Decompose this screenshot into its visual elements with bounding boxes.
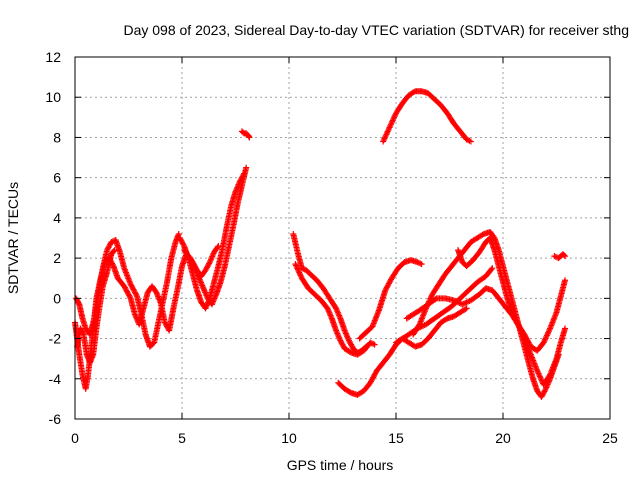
data-point-marker (111, 247, 118, 254)
x-tick-label: 25 (602, 430, 618, 446)
data-point-marker (415, 259, 422, 266)
y-tick-label: -4 (49, 371, 62, 387)
data-point-marker (206, 260, 213, 267)
series-track-7 (238, 128, 253, 141)
data-point-marker (560, 252, 567, 259)
data-point-marker (546, 373, 553, 380)
series-track-2 (73, 255, 164, 338)
data-point-marker (418, 261, 425, 268)
y-tick-label: 12 (45, 49, 61, 65)
x-tick-label: 15 (388, 430, 404, 446)
x-tick-label: 0 (71, 430, 79, 446)
series-track-16 (455, 235, 569, 388)
series-track-6 (181, 243, 222, 280)
data-point-marker (562, 325, 569, 332)
y-tick-label: 2 (53, 250, 61, 266)
data-point-marker (516, 324, 523, 331)
data-point-marker (110, 248, 117, 255)
y-tick-label: 6 (53, 170, 61, 186)
data-point-marker (241, 170, 248, 177)
x-tick-label: 10 (281, 430, 297, 446)
data-point-marker (215, 243, 222, 250)
data-point-marker (126, 293, 133, 300)
data-point-marker (214, 244, 221, 251)
data-point-marker (133, 291, 140, 298)
data-point-marker (467, 138, 474, 145)
data-point-marker (488, 266, 495, 273)
data-point-marker (542, 387, 549, 394)
series-track-5 (176, 170, 248, 312)
x-tick-label: 20 (495, 430, 511, 446)
data-point-marker (462, 306, 469, 313)
y-tick-label: -2 (49, 331, 62, 347)
data-point-marker (489, 265, 496, 272)
chart-title: Day 098 of 2023, Sidereal Day-to-day VTE… (123, 22, 629, 38)
series-track-9 (292, 261, 378, 358)
data-point-marker (246, 134, 253, 141)
axis-ticks: 0 5 10 15 20 25 -6 -4 -2 0 2 4 6 8 10 12 (45, 49, 618, 446)
data-point-marker (175, 230, 182, 237)
data-point-marker (415, 322, 422, 329)
series-track-8 (290, 230, 370, 356)
data-point-marker (370, 340, 377, 347)
y-tick-label: -6 (49, 411, 62, 427)
data-point-marker (432, 296, 439, 303)
data-point-marker (463, 305, 470, 312)
y-tick-label: 8 (53, 129, 61, 145)
data-point-marker (562, 277, 569, 284)
y-tick-label: 10 (45, 89, 61, 105)
data-point-marker (75, 300, 82, 307)
series-track-17 (551, 251, 569, 262)
y-tick-label: 4 (53, 210, 61, 226)
y-axis-label: SDTVAR / TECUs (5, 182, 21, 294)
x-axis-label: GPS time / hours (287, 457, 394, 473)
series-track-3 (74, 247, 118, 366)
data-point-marker (79, 330, 86, 337)
data-point-marker (371, 341, 378, 348)
data-point-marker (180, 241, 187, 248)
series-track-11 (356, 257, 425, 342)
data-points (72, 88, 569, 400)
y-tick-label: 0 (53, 290, 61, 306)
data-point-marker (562, 253, 569, 260)
data-point-marker (243, 164, 250, 171)
x-tick-label: 5 (178, 430, 186, 446)
series-track-15 (403, 277, 569, 354)
data-point-marker (240, 171, 247, 178)
series-track-13 (393, 305, 470, 350)
series-track-12 (380, 88, 474, 145)
plot-frame (74, 56, 611, 420)
